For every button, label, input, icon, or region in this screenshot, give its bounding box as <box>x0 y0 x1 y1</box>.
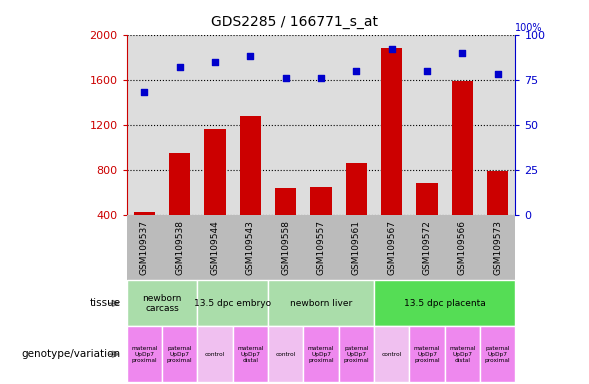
Point <box>246 53 255 59</box>
Text: 13.5 dpc embryo: 13.5 dpc embryo <box>194 299 271 308</box>
Bar <box>480 326 515 382</box>
Bar <box>197 280 268 326</box>
Text: newborn liver: newborn liver <box>290 299 352 308</box>
Bar <box>374 326 409 382</box>
Point <box>387 46 396 52</box>
Bar <box>127 326 162 382</box>
Bar <box>416 184 438 260</box>
Bar <box>303 326 339 382</box>
Text: genotype/variation: genotype/variation <box>22 349 121 359</box>
Point <box>316 75 326 81</box>
Text: maternal
UpDp7
proximal: maternal UpDp7 proximal <box>414 346 440 362</box>
Text: GDS2285 / 166771_s_at: GDS2285 / 166771_s_at <box>211 15 378 29</box>
Bar <box>346 163 367 260</box>
Text: control: control <box>276 352 296 357</box>
Text: control: control <box>382 352 402 357</box>
Text: control: control <box>205 352 225 357</box>
Text: paternal
UpDp7
proximal: paternal UpDp7 proximal <box>485 346 511 362</box>
Point <box>175 64 184 70</box>
Text: tissue: tissue <box>90 298 121 308</box>
Text: GSM109537: GSM109537 <box>140 220 149 275</box>
Text: paternal
UpDp7
proximal: paternal UpDp7 proximal <box>343 346 369 362</box>
Bar <box>204 129 226 260</box>
Text: maternal
UpDp7
distal: maternal UpDp7 distal <box>237 346 263 362</box>
Bar <box>268 280 374 326</box>
Bar <box>162 326 197 382</box>
Text: GSM109544: GSM109544 <box>210 220 220 275</box>
Bar <box>169 153 190 260</box>
Text: maternal
UpDp7
proximal: maternal UpDp7 proximal <box>131 346 157 362</box>
Text: GSM109538: GSM109538 <box>175 220 184 275</box>
Text: GSM109543: GSM109543 <box>246 220 255 275</box>
Point <box>281 75 290 81</box>
Bar <box>445 326 480 382</box>
Text: GSM109566: GSM109566 <box>458 220 467 275</box>
Text: paternal
UpDp7
proximal: paternal UpDp7 proximal <box>167 346 193 362</box>
Bar <box>452 81 473 260</box>
Bar <box>409 326 445 382</box>
Bar <box>134 212 155 260</box>
Bar <box>240 116 261 260</box>
Bar <box>197 326 233 382</box>
Text: maternal
UpDp7
proximal: maternal UpDp7 proximal <box>308 346 334 362</box>
Text: newborn
carcass: newborn carcass <box>143 294 181 313</box>
Point <box>493 71 502 77</box>
Text: maternal
UpDp7
distal: maternal UpDp7 distal <box>449 346 475 362</box>
Point <box>210 59 220 65</box>
Bar <box>381 48 402 260</box>
Bar <box>339 326 374 382</box>
Text: GSM109558: GSM109558 <box>281 220 290 275</box>
Point <box>422 68 432 74</box>
Text: 13.5 dpc placenta: 13.5 dpc placenta <box>404 299 485 308</box>
Bar <box>268 326 303 382</box>
Text: GSM109561: GSM109561 <box>352 220 361 275</box>
Bar <box>275 188 296 260</box>
Text: GSM109572: GSM109572 <box>422 220 432 275</box>
Bar <box>233 326 268 382</box>
Text: GSM109573: GSM109573 <box>493 220 502 275</box>
Point <box>140 89 149 95</box>
Point <box>458 50 467 56</box>
Point <box>352 68 361 74</box>
Text: GSM109557: GSM109557 <box>316 220 326 275</box>
Text: 100%: 100% <box>515 23 543 33</box>
Bar <box>310 187 332 260</box>
Text: GSM109567: GSM109567 <box>387 220 396 275</box>
Bar <box>487 171 508 260</box>
Bar <box>374 280 515 326</box>
Bar <box>127 280 197 326</box>
